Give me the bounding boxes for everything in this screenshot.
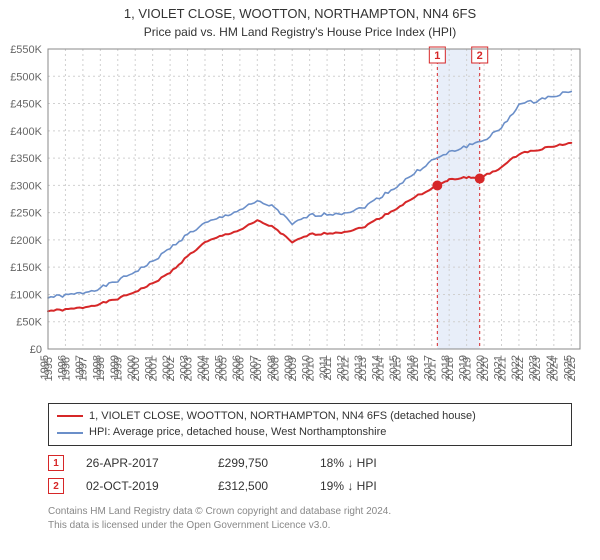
svg-text:£250K: £250K xyxy=(10,208,42,220)
svg-text:2008: 2008 xyxy=(266,355,278,379)
svg-text:2025: 2025 xyxy=(562,355,574,379)
footer-line-2: This data is licensed under the Open Gov… xyxy=(48,519,572,533)
svg-text:2013: 2013 xyxy=(353,355,365,379)
sale-price: £312,500 xyxy=(218,475,298,498)
svg-text:2000: 2000 xyxy=(126,355,138,379)
legend-swatch xyxy=(57,415,83,417)
svg-text:1: 1 xyxy=(434,50,440,62)
svg-text:2016: 2016 xyxy=(405,355,417,379)
svg-text:1995: 1995 xyxy=(39,355,51,379)
legend: 1, VIOLET CLOSE, WOOTTON, NORTHAMPTON, N… xyxy=(48,403,572,446)
svg-text:2: 2 xyxy=(477,50,483,62)
chart-area: £0 £50K £100K £150K £200K £250K £300K £350K £400… xyxy=(0,39,600,399)
sale-marker: 2 xyxy=(48,478,64,494)
sale-row: 2 02-OCT-2019 £312,500 19% ↓ HPI xyxy=(48,475,572,498)
svg-text:2007: 2007 xyxy=(248,355,260,379)
chart-title: 1, VIOLET CLOSE, WOOTTON, NORTHAMPTON, N… xyxy=(0,0,600,23)
svg-text:£500K: £500K xyxy=(10,71,42,83)
svg-text:£50K: £50K xyxy=(16,317,42,329)
sale-marker: 1 xyxy=(48,455,64,471)
svg-text:2002: 2002 xyxy=(161,355,173,379)
svg-text:2018: 2018 xyxy=(440,355,452,379)
svg-text:£550K: £550K xyxy=(10,44,42,56)
svg-text:£100K: £100K xyxy=(10,289,42,301)
sale-date: 02-OCT-2019 xyxy=(86,475,196,498)
svg-text:1998: 1998 xyxy=(91,355,103,379)
svg-text:£400K: £400K xyxy=(10,126,42,138)
legend-label: 1, VIOLET CLOSE, WOOTTON, NORTHAMPTON, N… xyxy=(89,408,476,425)
svg-text:2017: 2017 xyxy=(423,355,435,379)
svg-text:2023: 2023 xyxy=(527,355,539,379)
svg-text:2011: 2011 xyxy=(318,355,330,379)
sale-delta: 19% ↓ HPI xyxy=(320,475,430,498)
sale-date: 26-APR-2017 xyxy=(86,452,196,475)
svg-text:2005: 2005 xyxy=(213,355,225,379)
sale-row: 1 26-APR-2017 £299,750 18% ↓ HPI xyxy=(48,452,572,475)
svg-text:2015: 2015 xyxy=(388,355,400,379)
svg-text:2004: 2004 xyxy=(196,355,208,379)
line-chart: £0 £50K £100K £150K £200K £250K £300K £350K £400… xyxy=(0,39,600,399)
legend-label: HPI: Average price, detached house, West… xyxy=(89,424,386,441)
svg-text:2010: 2010 xyxy=(301,355,313,379)
svg-text:2009: 2009 xyxy=(283,355,295,379)
svg-text:£0: £0 xyxy=(30,344,42,356)
svg-text:£200K: £200K xyxy=(10,235,42,247)
legend-swatch xyxy=(57,432,83,434)
svg-text:2014: 2014 xyxy=(370,355,382,379)
svg-text:2003: 2003 xyxy=(179,355,191,379)
svg-text:2022: 2022 xyxy=(510,355,522,379)
svg-text:1997: 1997 xyxy=(74,355,86,379)
svg-text:2019: 2019 xyxy=(458,355,470,379)
sale-delta: 18% ↓ HPI xyxy=(320,452,430,475)
footer-line-1: Contains HM Land Registry data © Crown c… xyxy=(48,505,572,519)
chart-subtitle: Price paid vs. HM Land Registry's House … xyxy=(0,23,600,39)
chart-container: 1, VIOLET CLOSE, WOOTTON, NORTHAMPTON, N… xyxy=(0,0,600,560)
footer-attribution: Contains HM Land Registry data © Crown c… xyxy=(48,505,572,532)
svg-text:2006: 2006 xyxy=(231,355,243,379)
svg-text:£300K: £300K xyxy=(10,180,42,192)
svg-text:2024: 2024 xyxy=(545,355,557,379)
svg-text:£450K: £450K xyxy=(10,98,42,110)
svg-text:2001: 2001 xyxy=(144,355,156,379)
legend-item: 1, VIOLET CLOSE, WOOTTON, NORTHAMPTON, N… xyxy=(57,408,563,425)
sales-table: 1 26-APR-2017 £299,750 18% ↓ HPI 2 02-OCT-201… xyxy=(48,452,572,498)
legend-item: HPI: Average price, detached house, West… xyxy=(57,424,563,441)
svg-text:2012: 2012 xyxy=(336,355,348,379)
svg-text:1999: 1999 xyxy=(109,355,121,379)
svg-text:1996: 1996 xyxy=(56,355,68,379)
svg-text:£150K: £150K xyxy=(10,262,42,274)
svg-text:£350K: £350K xyxy=(10,153,42,165)
svg-text:2021: 2021 xyxy=(493,355,505,379)
svg-text:2020: 2020 xyxy=(475,355,487,379)
sale-price: £299,750 xyxy=(218,452,298,475)
